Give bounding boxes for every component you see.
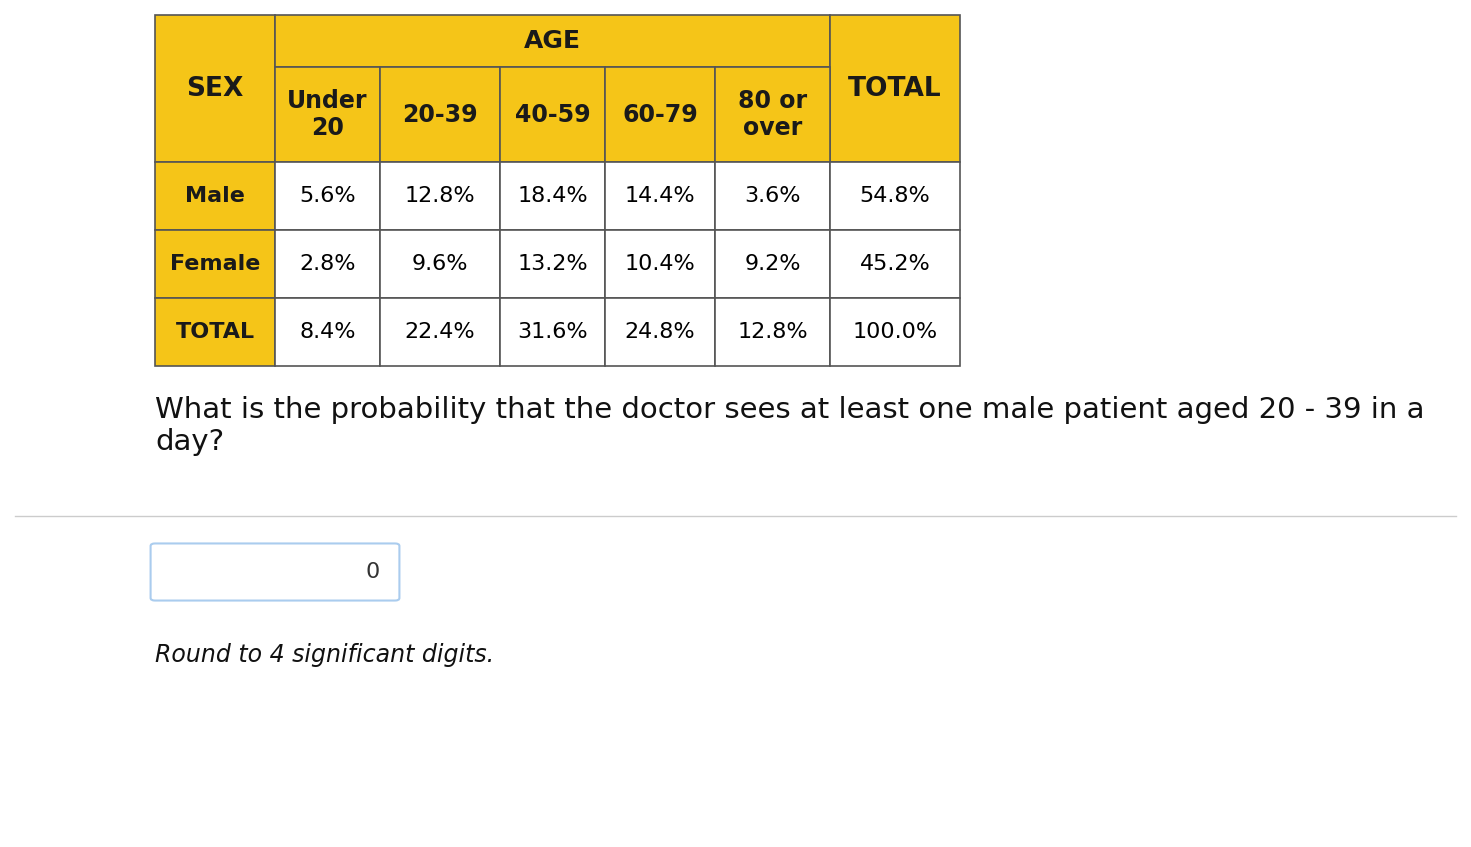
Text: 9.6%: 9.6%: [412, 254, 468, 274]
Text: 10.4%: 10.4%: [625, 254, 696, 274]
Text: 24.8%: 24.8%: [625, 322, 696, 342]
Text: 54.8%: 54.8%: [859, 186, 930, 206]
Text: 9.2%: 9.2%: [744, 254, 800, 274]
Text: AGE: AGE: [524, 29, 581, 53]
Text: 31.6%: 31.6%: [518, 322, 588, 342]
Text: 14.4%: 14.4%: [625, 186, 696, 206]
Text: 80 or
over: 80 or over: [738, 89, 808, 141]
Text: 22.4%: 22.4%: [405, 322, 475, 342]
Text: 45.2%: 45.2%: [859, 254, 930, 274]
Text: Round to 4 significant digits.: Round to 4 significant digits.: [154, 643, 494, 667]
Text: 60-79: 60-79: [622, 102, 697, 126]
Text: 40-59: 40-59: [515, 102, 590, 126]
Text: 18.4%: 18.4%: [518, 186, 588, 206]
Text: 5.6%: 5.6%: [299, 186, 356, 206]
Text: TOTAL: TOTAL: [175, 322, 254, 342]
Text: 0: 0: [366, 562, 380, 582]
Text: 12.8%: 12.8%: [737, 322, 808, 342]
Text: 12.8%: 12.8%: [405, 186, 475, 206]
Text: Male: Male: [185, 186, 246, 206]
Text: 100.0%: 100.0%: [852, 322, 937, 342]
Text: Under
20: Under 20: [287, 89, 368, 141]
Text: TOTAL: TOTAL: [849, 75, 941, 102]
Text: 3.6%: 3.6%: [744, 186, 800, 206]
Text: 2.8%: 2.8%: [299, 254, 356, 274]
Text: SEX: SEX: [187, 75, 244, 102]
Text: 13.2%: 13.2%: [518, 254, 588, 274]
Text: What is the probability that the doctor sees at least one male patient aged 20 -: What is the probability that the doctor …: [154, 396, 1424, 457]
Text: 20-39: 20-39: [402, 102, 478, 126]
Text: Female: Female: [169, 254, 260, 274]
Text: 8.4%: 8.4%: [299, 322, 356, 342]
